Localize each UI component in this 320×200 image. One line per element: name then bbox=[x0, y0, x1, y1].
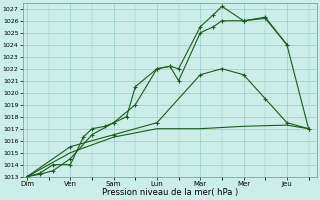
X-axis label: Pression niveau de la mer( hPa ): Pression niveau de la mer( hPa ) bbox=[102, 188, 238, 197]
